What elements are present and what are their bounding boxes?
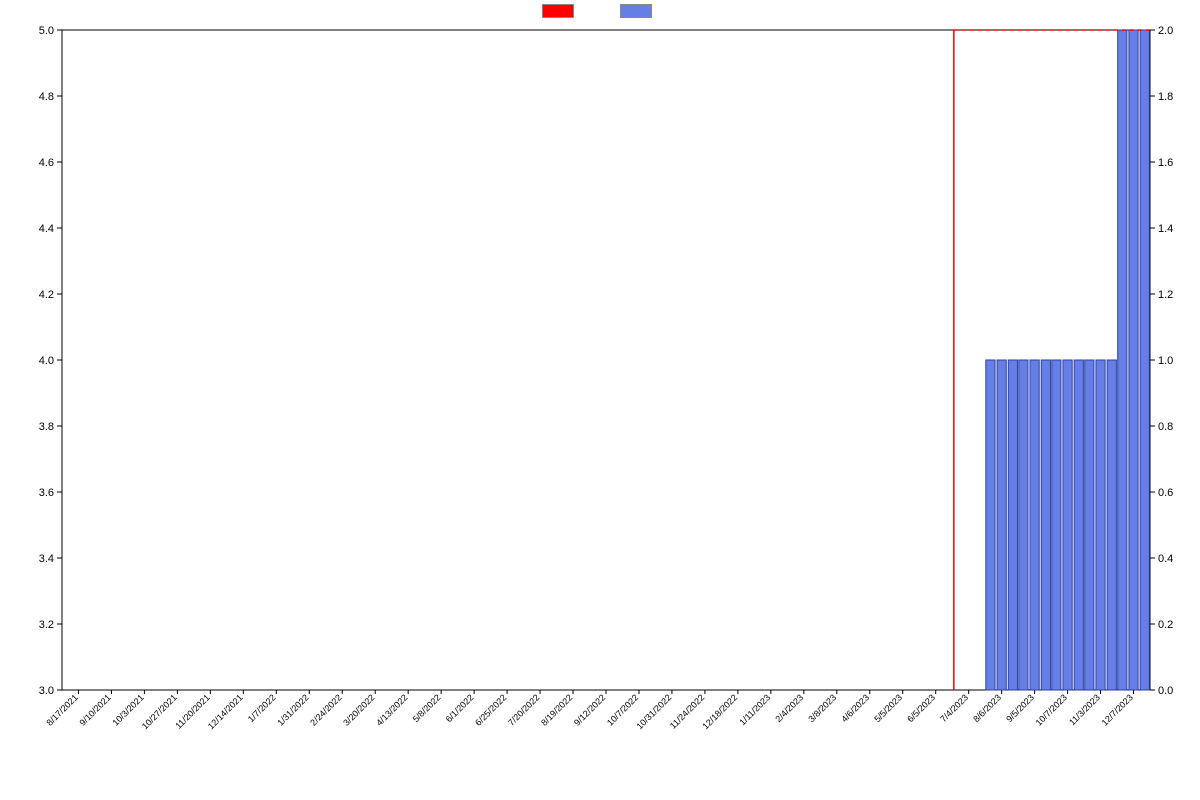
bar	[1030, 360, 1039, 690]
x-axis-tick-label: 5/8/2022	[411, 692, 443, 724]
bar	[1041, 360, 1050, 690]
x-axis-tick-label: 6/25/2022	[473, 692, 508, 727]
left-axis-tick-label: 4.6	[39, 157, 54, 169]
left-axis-tick-label: 4.4	[39, 223, 54, 235]
legend	[0, 4, 1200, 18]
x-axis-tick-label: 5/5/2023	[872, 692, 904, 724]
x-axis-tick-label: 12/18/2022	[700, 692, 739, 731]
x-axis-tick-label: 8/19/2022	[539, 692, 574, 727]
legend-item-red	[542, 4, 580, 18]
x-axis-tick-label: 1/31/2022	[275, 692, 310, 727]
bar	[1008, 360, 1017, 690]
bar	[1129, 30, 1138, 690]
legend-swatch-blue	[620, 4, 652, 18]
right-axis-tick-label: 1.0	[1158, 355, 1173, 367]
x-axis-tick-label: 6/5/2023	[905, 692, 937, 724]
bar	[997, 360, 1006, 690]
x-axis-tick-label: 8/17/2021	[45, 692, 80, 727]
x-axis-tick-label: 9/10/2021	[77, 692, 112, 727]
x-axis-tick-label: 3/8/2023	[806, 692, 838, 724]
x-axis-tick-label: 10/31/2022	[634, 692, 673, 731]
right-axis-tick-label: 0.0	[1158, 685, 1173, 697]
x-axis-tick-label: 10/7/2023	[1034, 692, 1069, 727]
bar	[1019, 360, 1028, 690]
x-axis-tick-label: 2/4/2023	[773, 692, 805, 724]
bar	[1074, 360, 1083, 690]
x-axis-tick-label: 1/7/2022	[246, 692, 278, 724]
left-axis-tick-label: 3.2	[39, 619, 54, 631]
right-axis-tick-label: 1.6	[1158, 157, 1173, 169]
legend-swatch-red	[542, 4, 574, 18]
x-axis-tick-label: 9/12/2022	[572, 692, 607, 727]
x-axis-tick-label: 12/14/2021	[206, 692, 245, 731]
left-axis-tick-label: 4.0	[39, 355, 54, 367]
x-axis-tick-label: 1/11/2023	[737, 692, 772, 727]
x-axis-tick-label: 12/7/2023	[1100, 692, 1135, 727]
bar	[1063, 360, 1072, 690]
left-axis-tick-label: 3.6	[39, 487, 54, 499]
legend-item-blue	[620, 4, 658, 18]
bar	[1052, 360, 1061, 690]
left-axis-tick-label: 3.8	[39, 421, 54, 433]
x-axis-tick-label: 6/1/2022	[444, 692, 476, 724]
bar	[1107, 360, 1116, 690]
x-axis-tick-label: 9/5/2023	[1004, 692, 1036, 724]
left-axis-tick-label: 3.4	[39, 553, 54, 565]
x-axis-tick-label: 11/3/2023	[1067, 692, 1102, 727]
x-axis-tick-label: 8/6/2023	[971, 692, 1003, 724]
chart-container: 3.0 3.2 3.4 3.6 3.8 4.0 4.2 4.4 4.6 4.8 5.0 0.0 0.2 0…	[0, 0, 1200, 800]
left-axis-tick-label: 4.8	[39, 91, 54, 103]
left-axis-tick-label: 4.2	[39, 289, 54, 301]
left-axis-tick-label: 5.0	[39, 25, 54, 37]
x-axis-tick-label: 3/20/2022	[341, 692, 376, 727]
right-axis-tick-label: 0.2	[1158, 619, 1173, 631]
chart-svg: 3.0 3.2 3.4 3.6 3.8 4.0 4.2 4.4 4.6 4.8 5.0 0.0 0.2 0…	[0, 0, 1200, 800]
x-axis-tick-label: 4/13/2022	[374, 692, 409, 727]
right-axis-tick-label: 0.4	[1158, 553, 1173, 565]
right-axis-tick-label: 2.0	[1158, 25, 1173, 37]
bar	[1118, 30, 1127, 690]
bar	[1140, 30, 1149, 690]
x-axis-tick-label: 4/6/2023	[839, 692, 871, 724]
x-axis-tick-label: 2/24/2022	[308, 692, 343, 727]
right-axis-tick-label: 1.4	[1158, 223, 1173, 235]
x-axis-tick-label: 7/4/2023	[938, 692, 970, 724]
right-axis-tick-label: 0.6	[1158, 487, 1173, 499]
bar	[1085, 360, 1094, 690]
x-axis-tick-label: 10/27/2021	[140, 692, 179, 731]
right-axis-tick-label: 1.8	[1158, 91, 1173, 103]
bar	[986, 360, 995, 690]
right-axis-tick-label: 1.2	[1158, 289, 1173, 301]
right-axis-tick-label: 0.8	[1158, 421, 1173, 433]
left-axis-tick-label: 3.0	[39, 685, 54, 697]
bar	[1096, 360, 1105, 690]
x-axis-tick-label: 7/20/2022	[506, 692, 541, 727]
